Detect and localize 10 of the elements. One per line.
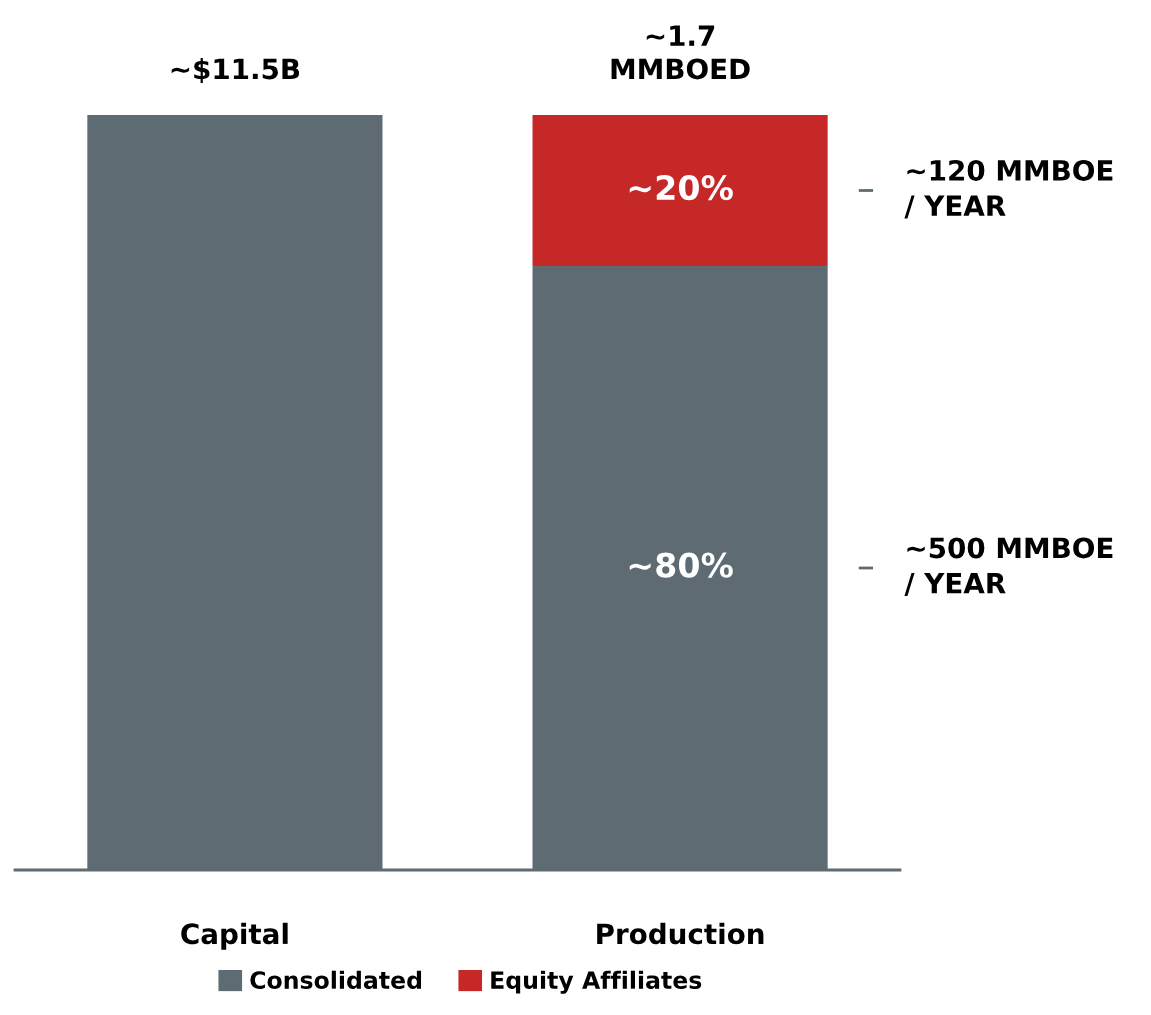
text: ~500 MMBOE / YEAR	[904, 537, 1113, 596]
annotation: ~1.7 MMBOED	[611, 25, 750, 80]
legend-label: Consolidated	[250, 970, 422, 989]
annotation: ~$11.5B	[171, 57, 300, 84]
data-label: ~80%	[629, 552, 733, 578]
data-label: ~20%	[629, 174, 733, 201]
x-tick-label: Capital	[181, 922, 288, 950]
legend-label: Equity Affiliates	[491, 970, 702, 994]
text: ~120 MMBOE / YEAR	[904, 159, 1113, 219]
x-tick-label: Production	[597, 922, 764, 945]
